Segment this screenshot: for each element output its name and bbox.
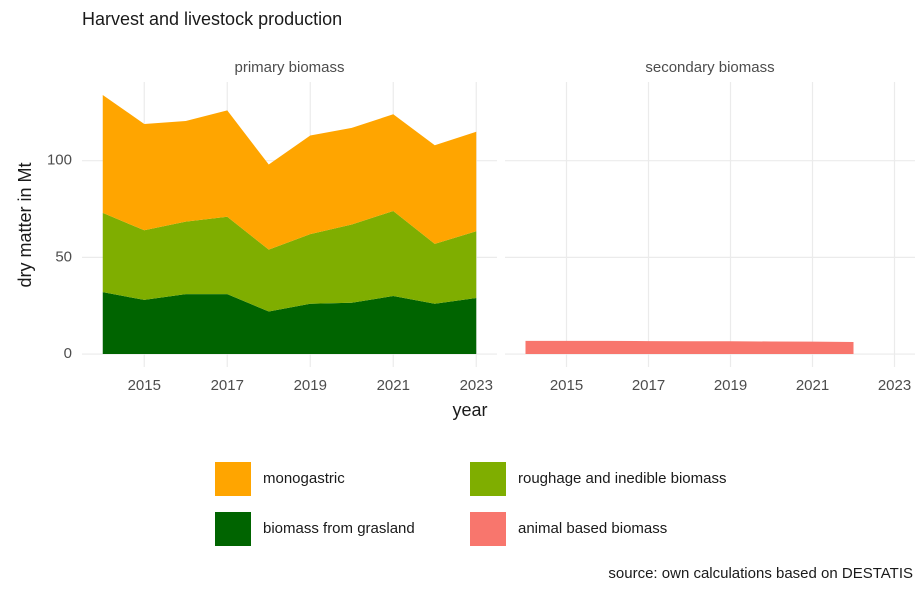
legend-swatch (470, 512, 506, 546)
legend-swatch (215, 512, 251, 546)
legend-label: animal based biomass (518, 520, 667, 537)
legend-swatch (215, 462, 251, 496)
x-tick-label: 2017 (632, 377, 665, 394)
facet-title: secondary biomass (645, 59, 774, 76)
y-tick-label: 50 (55, 248, 72, 265)
x-tick-label: 2023 (878, 377, 911, 394)
x-tick-label: 2015 (128, 377, 161, 394)
x-tick-label: 2015 (550, 377, 583, 394)
y-tick-label: 100 (47, 152, 72, 169)
area (102, 292, 477, 355)
area (102, 210, 477, 312)
x-tick-label: 2019 (294, 377, 327, 394)
legend-swatch (470, 462, 506, 496)
area (102, 94, 477, 250)
x-tick-label: 2019 (714, 377, 747, 394)
legend-label: roughage and inedible biomass (518, 470, 726, 487)
x-tick-label: 2021 (377, 377, 410, 394)
source-note: source: own calculations based on DESTAT… (608, 565, 913, 582)
y-axis-label: dry matter in Mt (15, 162, 35, 287)
x-axis-label: year (452, 400, 487, 420)
chart-title: Harvest and livestock production (82, 9, 342, 29)
x-tick-label: 2017 (211, 377, 244, 394)
facet-title: primary biomass (234, 59, 344, 76)
area (525, 340, 854, 355)
x-tick-label: 2023 (460, 377, 493, 394)
legend-label: biomass from grasland (263, 520, 415, 537)
y-tick-label: 0 (64, 345, 72, 362)
x-tick-label: 2021 (796, 377, 829, 394)
legend-label: monogastric (263, 470, 345, 487)
